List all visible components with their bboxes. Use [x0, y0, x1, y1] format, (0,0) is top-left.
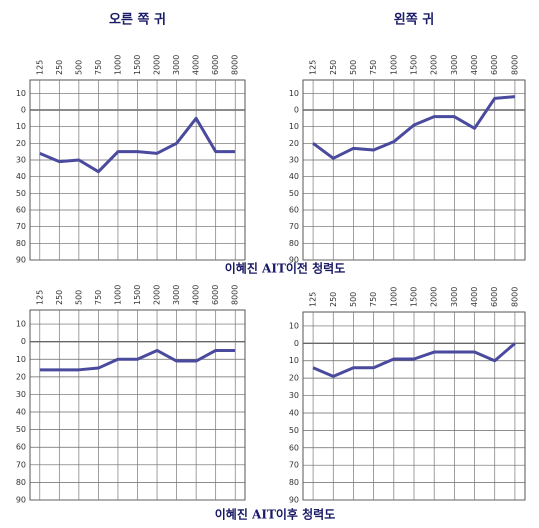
- y-tick-label: 10: [16, 89, 26, 98]
- x-tick-label: 500: [74, 290, 83, 305]
- x-tick-label: 2000: [430, 55, 439, 75]
- caption: 이혜진 AIT이전 청력도: [225, 261, 346, 276]
- x-tick-label: 3000: [172, 285, 181, 305]
- y-tick-label: 30: [289, 156, 299, 165]
- y-tick-label: 0: [21, 106, 26, 115]
- hearing-line: [39, 116, 236, 174]
- hearing-line: [39, 348, 236, 372]
- x-tick-label: 1500: [410, 287, 419, 307]
- y-tick-label: 90: [16, 256, 26, 265]
- x-tick-label: 6000: [490, 287, 499, 307]
- x-tick-label: 1000: [389, 287, 398, 307]
- hearing-line: [312, 342, 516, 378]
- x-tick-label: 8000: [510, 287, 519, 307]
- x-tick-label: 250: [329, 292, 338, 307]
- x-tick-label: 6000: [490, 55, 499, 75]
- y-tick-label: 10: [289, 89, 299, 98]
- y-tick-label: 40: [289, 172, 299, 181]
- x-tick-label: 2000: [153, 55, 162, 75]
- x-tick-label: 1500: [410, 55, 419, 75]
- y-tick-label: 60: [16, 443, 26, 452]
- x-tick-label: 6000: [211, 285, 220, 305]
- x-tick-label: 125: [35, 60, 44, 75]
- x-tick-label: 750: [94, 290, 103, 305]
- x-tick-label: 1000: [113, 285, 122, 305]
- y-tick-label: 80: [16, 239, 26, 248]
- x-tick-label: 500: [349, 292, 358, 307]
- x-tick-label: 1500: [133, 285, 142, 305]
- x-tick-label: 4000: [470, 287, 479, 307]
- y-tick-label: 40: [16, 172, 26, 181]
- x-tick-label: 8000: [231, 55, 240, 75]
- x-tick-label: 750: [369, 292, 378, 307]
- y-tick-label: 20: [16, 139, 26, 148]
- x-tick-label: 125: [309, 60, 318, 75]
- x-tick-label: 4000: [192, 55, 201, 75]
- y-tick-label: 20: [289, 374, 299, 383]
- y-tick-label: 80: [16, 478, 26, 487]
- y-tick-label: 10: [16, 122, 26, 131]
- x-tick-label: 250: [55, 290, 64, 305]
- y-tick-label: 30: [16, 390, 26, 399]
- x-tick-label: 500: [349, 60, 358, 75]
- y-tick-label: 10: [16, 320, 26, 329]
- x-tick-label: 8000: [510, 55, 519, 75]
- y-tick-label: 70: [16, 222, 26, 231]
- y-tick-label: 60: [16, 206, 26, 215]
- y-tick-label: 50: [289, 189, 299, 198]
- x-tick-label: 3000: [450, 287, 459, 307]
- x-tick-label: 2000: [430, 287, 439, 307]
- x-tick-label: 125: [309, 292, 318, 307]
- x-tick-label: 4000: [192, 285, 201, 305]
- y-tick-label: 50: [16, 189, 26, 198]
- y-tick-label: 30: [289, 391, 299, 400]
- x-tick-label: 1000: [113, 55, 122, 75]
- y-tick-label: 70: [289, 461, 299, 470]
- x-tick-label: 250: [55, 60, 64, 75]
- x-tick-label: 750: [369, 60, 378, 75]
- y-tick-label: 60: [289, 443, 299, 452]
- y-tick-label: 90: [16, 496, 26, 505]
- x-tick-label: 2000: [153, 285, 162, 305]
- y-tick-label: 10: [289, 321, 299, 330]
- x-tick-label: 750: [94, 60, 103, 75]
- y-tick-label: 80: [289, 478, 299, 487]
- x-tick-label: 4000: [470, 55, 479, 75]
- x-tick-label: 6000: [211, 55, 220, 75]
- y-tick-label: 0: [294, 106, 299, 115]
- x-tick-label: 500: [74, 60, 83, 75]
- x-tick-label: 125: [35, 290, 44, 305]
- caption: 이혜진 AIT이후 청력도: [215, 507, 336, 522]
- x-tick-label: 8000: [231, 285, 240, 305]
- y-tick-label: 70: [16, 460, 26, 469]
- y-tick-label: 90: [289, 496, 299, 505]
- chart-title: 왼쪽 귀: [394, 12, 434, 28]
- y-tick-label: 20: [289, 139, 299, 148]
- x-tick-label: 1500: [133, 55, 142, 75]
- y-tick-label: 0: [294, 339, 299, 348]
- y-tick-label: 80: [289, 239, 299, 248]
- x-tick-label: 3000: [172, 55, 181, 75]
- y-tick-label: 40: [16, 408, 26, 417]
- y-tick-label: 0: [21, 337, 26, 346]
- y-tick-label: 10: [289, 122, 299, 131]
- y-tick-label: 10: [16, 355, 26, 364]
- x-tick-label: 1000: [389, 55, 398, 75]
- x-tick-label: 250: [329, 60, 338, 75]
- hearing-line: [312, 95, 516, 160]
- y-tick-label: 50: [289, 426, 299, 435]
- y-tick-label: 30: [16, 156, 26, 165]
- y-tick-label: 10: [289, 356, 299, 365]
- chart-title: 오른 쪽 귀: [109, 12, 166, 28]
- y-tick-label: 90: [289, 256, 299, 265]
- y-tick-label: 20: [16, 372, 26, 381]
- y-tick-label: 70: [289, 222, 299, 231]
- y-tick-label: 40: [289, 408, 299, 417]
- y-tick-label: 50: [16, 425, 26, 434]
- x-tick-label: 3000: [450, 55, 459, 75]
- y-tick-label: 60: [289, 206, 299, 215]
